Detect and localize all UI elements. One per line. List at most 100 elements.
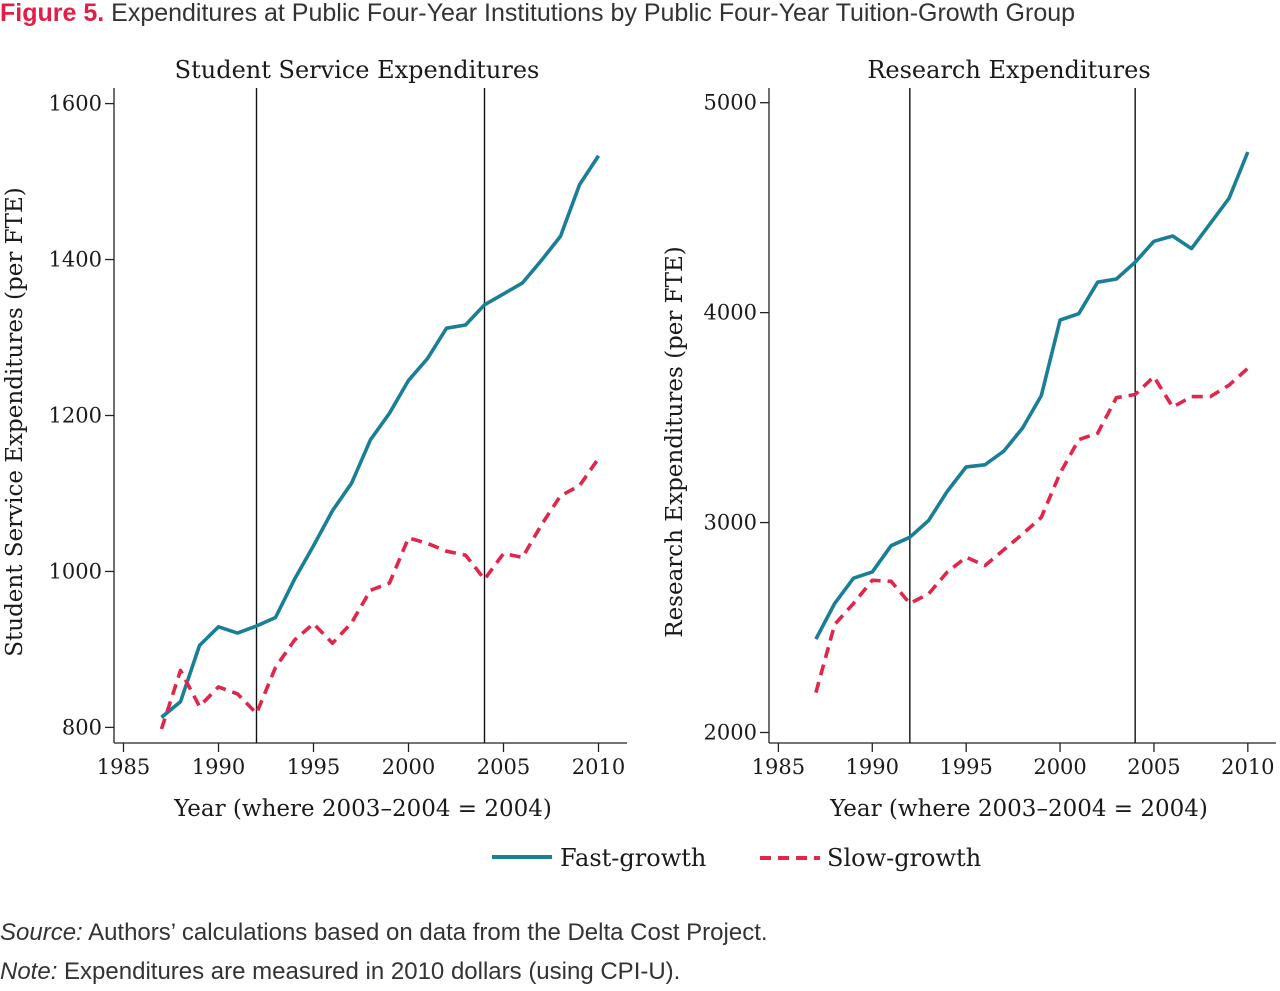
data-point-slow-growth bbox=[293, 639, 296, 642]
figure-notes: Source: Authors’ calculations based on d… bbox=[0, 913, 1280, 991]
data-point-fast-growth bbox=[1190, 247, 1193, 250]
x-tick-label: 2010 bbox=[572, 755, 625, 779]
data-point-slow-growth bbox=[871, 579, 874, 582]
data-point-slow-growth bbox=[1002, 548, 1005, 551]
data-point-fast-growth bbox=[1134, 261, 1137, 264]
data-point-fast-growth bbox=[255, 625, 258, 628]
data-point-fast-growth bbox=[814, 638, 817, 641]
source-text: Authors’ calculations based on data from… bbox=[82, 919, 768, 946]
data-point-slow-growth bbox=[331, 642, 334, 645]
data-point-fast-growth bbox=[1228, 197, 1231, 200]
figure-title-text: Expenditures at Public Four-Year Institu… bbox=[111, 0, 1076, 27]
y-tick-label: 4000 bbox=[704, 301, 757, 325]
data-point-fast-growth bbox=[965, 465, 968, 468]
data-point-fast-growth bbox=[1171, 235, 1174, 238]
data-point-slow-growth bbox=[1134, 393, 1137, 396]
data-point-slow-growth bbox=[464, 554, 467, 557]
data-point-slow-growth bbox=[890, 580, 893, 583]
x-tick-label: 1990 bbox=[192, 755, 245, 779]
data-point-fast-growth bbox=[946, 490, 949, 493]
series-line-fast-growth bbox=[814, 151, 1250, 640]
data-point-fast-growth bbox=[852, 577, 855, 580]
data-point-fast-growth bbox=[1021, 427, 1024, 430]
data-point-fast-growth bbox=[871, 570, 874, 573]
data-point-fast-growth bbox=[217, 625, 220, 628]
data-point-slow-growth bbox=[597, 457, 600, 460]
data-point-slow-growth bbox=[1171, 406, 1174, 409]
data-point-slow-growth bbox=[1246, 367, 1249, 370]
data-point-slow-growth bbox=[927, 592, 930, 595]
data-point-slow-growth bbox=[814, 691, 817, 694]
data-point-slow-growth bbox=[540, 523, 543, 526]
data-point-slow-growth bbox=[179, 669, 182, 672]
data-point-fast-growth bbox=[331, 509, 334, 512]
x-tick-label: 2005 bbox=[477, 755, 530, 779]
data-point-fast-growth bbox=[559, 235, 562, 238]
data-point-fast-growth bbox=[1040, 394, 1043, 397]
data-point-slow-growth bbox=[312, 622, 315, 625]
data-point-fast-growth bbox=[198, 644, 201, 647]
chart-figure: Student Service Expenditures 800 1000 1200 1… bbox=[2, 56, 1276, 872]
legend-label-slow-growth: Slow-growth bbox=[827, 844, 981, 872]
y-tick-label: 800 bbox=[62, 715, 102, 739]
legend-label-fast-growth: Fast-growth bbox=[560, 844, 706, 872]
data-point-slow-growth bbox=[350, 621, 353, 624]
data-point-fast-growth bbox=[445, 327, 448, 330]
data-point-slow-growth bbox=[483, 578, 486, 581]
data-point-slow-growth bbox=[255, 712, 258, 715]
x-tick-label: 2000 bbox=[1033, 755, 1086, 779]
x-tick-label: 1985 bbox=[752, 755, 805, 779]
y-tick-label: 2000 bbox=[704, 721, 757, 745]
y-tick-label: 1200 bbox=[49, 404, 102, 428]
data-point-fast-growth bbox=[464, 324, 467, 327]
data-point-fast-growth bbox=[483, 303, 486, 306]
data-point-fast-growth bbox=[983, 463, 986, 466]
data-point-slow-growth bbox=[274, 666, 277, 669]
data-point-slow-growth bbox=[983, 564, 986, 567]
data-point-slow-growth bbox=[833, 623, 836, 626]
data-point-fast-growth bbox=[1152, 240, 1155, 243]
data-point-slow-growth bbox=[1096, 432, 1099, 435]
data-point-fast-growth bbox=[908, 536, 911, 539]
data-point-fast-growth bbox=[160, 716, 163, 719]
data-point-slow-growth bbox=[160, 728, 163, 731]
data-point-slow-growth bbox=[1077, 438, 1080, 441]
data-point-fast-growth bbox=[890, 544, 893, 547]
y-axis-label: Student Service Expenditures (per FTE) bbox=[2, 187, 28, 656]
data-point-fast-growth bbox=[1209, 222, 1212, 225]
data-point-fast-growth bbox=[521, 281, 524, 284]
data-point-slow-growth bbox=[1040, 516, 1043, 519]
data-point-slow-growth bbox=[426, 542, 429, 545]
note-text: Expenditures are measured in 2010 dollar… bbox=[57, 958, 681, 985]
y-axis-label: Research Expenditures (per FTE) bbox=[662, 246, 688, 638]
y-tick-label: 1600 bbox=[49, 92, 102, 116]
data-point-slow-growth bbox=[1059, 472, 1062, 475]
source-label: Source: bbox=[0, 919, 83, 946]
data-point-fast-growth bbox=[369, 438, 372, 441]
data-point-slow-growth bbox=[388, 582, 391, 585]
data-point-fast-growth bbox=[236, 632, 239, 635]
data-point-slow-growth bbox=[908, 602, 911, 605]
series-line-slow-growth bbox=[814, 366, 1250, 694]
data-point-slow-growth bbox=[559, 494, 562, 497]
x-tick-label: 2000 bbox=[382, 755, 435, 779]
x-axis-label: Year (where 2003–2004 = 2004) bbox=[829, 796, 1208, 822]
data-point-fast-growth bbox=[350, 482, 353, 485]
chart-panel-research: Research Expenditures 2000 3000 4000 5000 198… bbox=[662, 56, 1276, 822]
x-tick-label: 1985 bbox=[97, 755, 150, 779]
data-point-fast-growth bbox=[388, 412, 391, 415]
data-point-fast-growth bbox=[578, 183, 581, 186]
data-point-slow-growth bbox=[1228, 384, 1231, 387]
data-point-fast-growth bbox=[597, 154, 600, 157]
data-point-slow-growth bbox=[369, 589, 372, 592]
data-point-fast-growth bbox=[1002, 450, 1005, 453]
y-tick-label: 3000 bbox=[704, 511, 757, 535]
series-line-fast-growth bbox=[160, 154, 601, 719]
data-point-fast-growth bbox=[407, 379, 410, 382]
data-point-slow-growth bbox=[217, 685, 220, 688]
data-point-slow-growth bbox=[236, 692, 239, 695]
data-point-fast-growth bbox=[1115, 278, 1118, 281]
data-point-fast-growth bbox=[1077, 312, 1080, 315]
data-point-fast-growth bbox=[312, 544, 315, 547]
data-point-fast-growth bbox=[293, 578, 296, 581]
